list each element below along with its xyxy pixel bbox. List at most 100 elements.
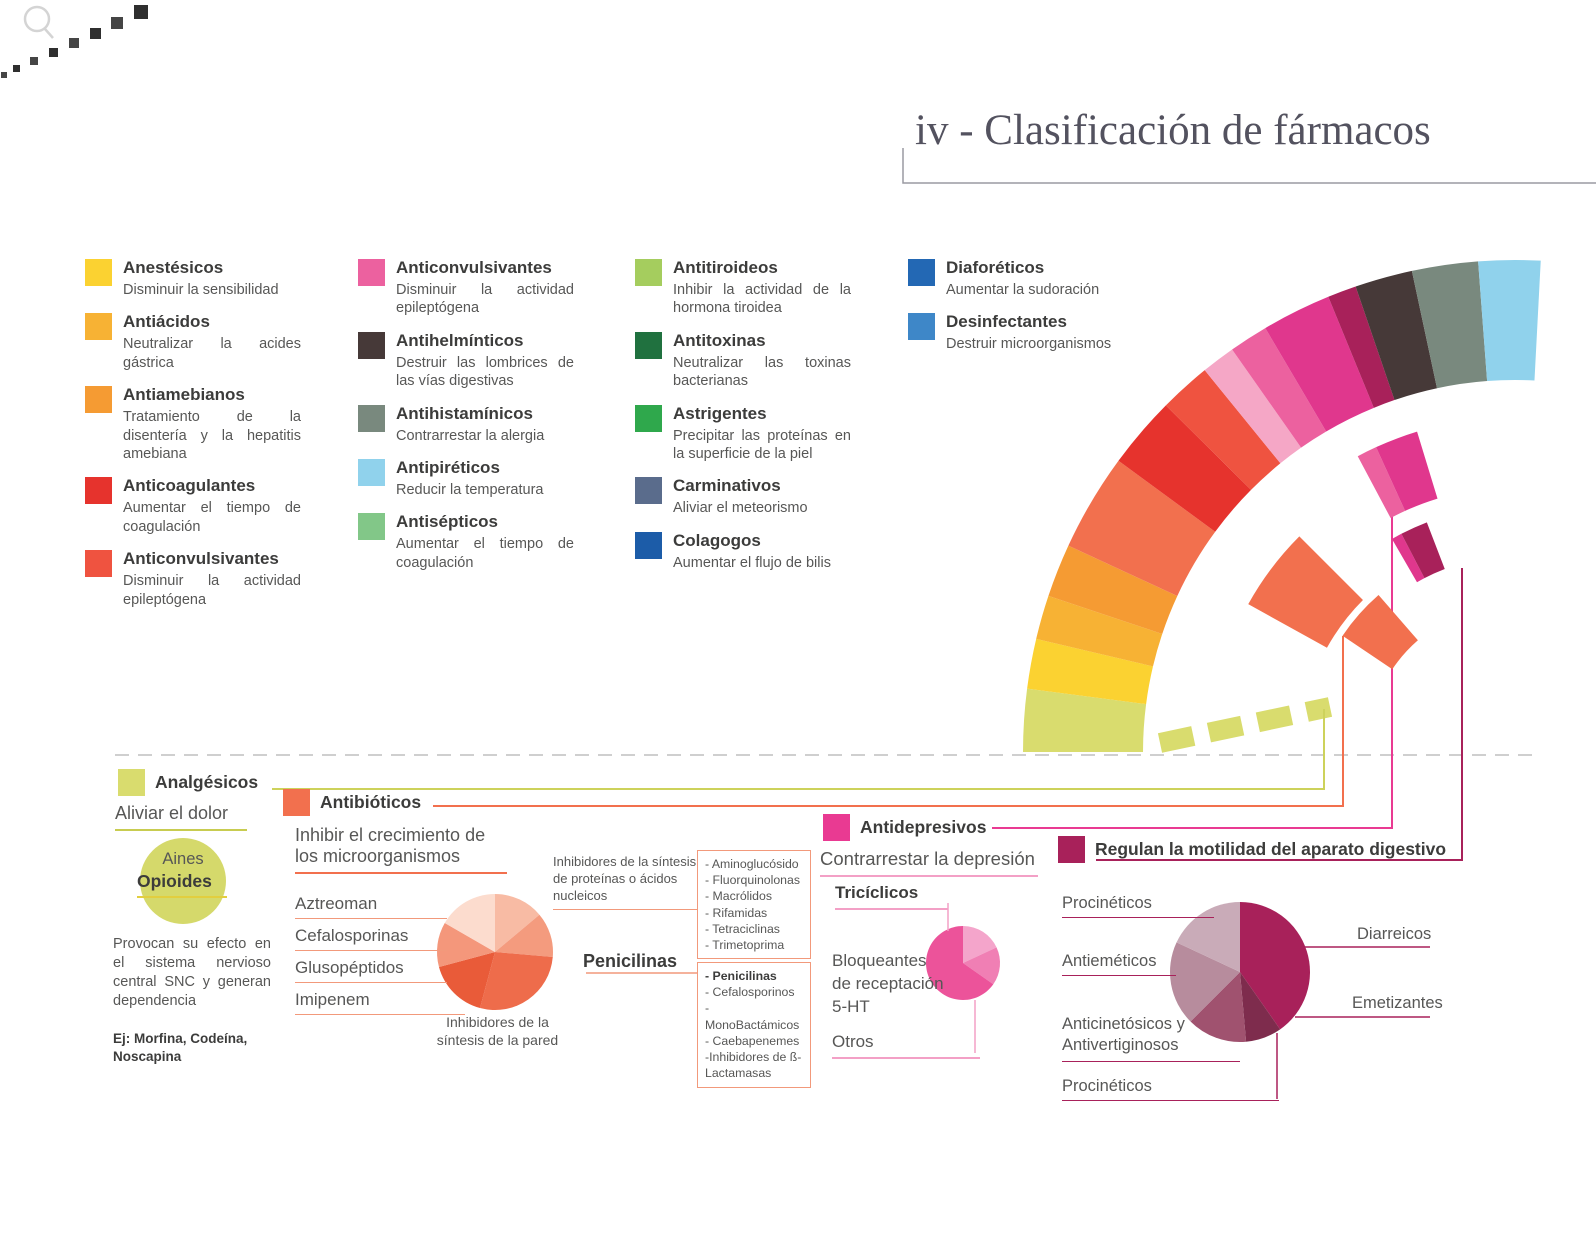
box1-item: - Macrólidos (705, 889, 772, 904)
legend-item-desc: Contrarrestar la alergia (396, 427, 545, 444)
legend-swatch (85, 550, 112, 578)
legend-item-desc: Aumentar el tiempo de coagulación (123, 500, 301, 535)
legend-swatch (358, 259, 385, 286)
legend-item: Antipiréticos Reducir la temperatura (358, 458, 574, 499)
analgesicos-label: Analgésicos (155, 772, 259, 792)
fan-segment-antipireticos (1478, 259, 1541, 382)
legend-item-desc: Disminuir la actividad epileptógena (123, 573, 301, 608)
legend-item-desc: Disminuir la actividad epileptógena (396, 282, 574, 317)
emetizantes-label: Emetizantes (1352, 994, 1443, 1012)
pie-antibioticos-slice-3 (438, 952, 495, 1009)
antibioticos-motto: Inhibir el crecimiento de los microorgan… (295, 825, 507, 874)
fan-segment-antidepresivos-pull-a (1357, 447, 1406, 519)
fan-segment-antibioticos (1068, 460, 1216, 596)
legend-item-desc: Precipitar las proteínas en la superfici… (673, 427, 851, 463)
aines-circle: Aines (140, 838, 226, 924)
legend-swatch (635, 531, 662, 559)
legend-item: Desinfectantes Destruir microorganismos (908, 312, 1136, 353)
magnifier-handle (44, 28, 54, 39)
fan-segment-antibioticos-pull-1 (1248, 536, 1363, 648)
title-rule (902, 148, 1596, 184)
pie-antibioticos-slice-1 (495, 914, 554, 958)
legend-item-desc: Disminuir la sensibilidad (123, 282, 279, 298)
fan-segment-antihelminticos (1355, 270, 1438, 401)
box2-item: - Penicilinas (705, 969, 777, 983)
legend-item-name: Antihelmínticos (396, 330, 524, 350)
drug-item: Imipenem (295, 990, 465, 1015)
antibioticos-box-1: - Aminoglucósido - Fluorquinolonas - Mac… (697, 850, 811, 960)
legend-item-name: Colagogos (673, 530, 761, 550)
legend-swatch (358, 331, 385, 359)
legend-item-name: Antihistamínicos (396, 403, 533, 423)
legend-item: Antitiroideos Inhibir la actividad de la … (635, 258, 851, 318)
regulan-header: Regulan la motilidad del aparato digesti… (1058, 836, 1446, 863)
legend-item: Antihelmínticos Destruir las lombrices de… (358, 331, 574, 391)
legend-item-desc: Inhibir la actividad de la hormona tiroi… (673, 282, 851, 317)
legend-item-name: Antipiréticos (396, 458, 500, 478)
legend-swatch (908, 259, 935, 286)
legend-item-desc: Aumentar el tiempo de coagulación (396, 536, 574, 571)
pie-antidepresivos-slice-0 (963, 926, 997, 963)
legend-swatch (358, 404, 385, 432)
legend-swatch (85, 313, 112, 341)
pie-antidepresivos-slice-2 (926, 926, 994, 1000)
diarreicos-label: Diarreicos (1357, 925, 1432, 943)
fan-segment-antiamebianos (1048, 545, 1178, 634)
legend-item-desc: Tratamiento de la disentería y la hepati… (123, 409, 301, 463)
legend-item: Anticonvulsivantes Disminuir la actividad… (358, 258, 574, 318)
analgesicos-connector-line (272, 709, 1325, 790)
bloqueantes-label: Bloqueantes de receptación 5-HT (832, 951, 944, 1016)
legend-item: Astrigentes Precipitar las proteínas en l… (635, 404, 851, 464)
legend-item: Anticoagulantes Aumentar el tiempo de coa… (85, 476, 301, 536)
legend-item-name: Carminativos (673, 476, 781, 496)
legend-swatch (635, 404, 662, 432)
triciclicos-label: Tricíclicos (835, 883, 948, 910)
analgesicos-dashed-slice (1157, 697, 1333, 753)
legend-item-name: Antitoxinas (673, 330, 766, 350)
fan-segment-antihistaminicos (1411, 261, 1488, 389)
pie-antibioticos-slice-2 (479, 952, 553, 1010)
fan-segment-anticoagulantes (1118, 405, 1252, 532)
legend-column-4: Diaforéticos Aumentar la sudoración Desin… (908, 258, 1136, 367)
box1-intro: Inhibidores de la síntesis de proteínas … (553, 854, 697, 910)
legend-item-name: Desinfectantes (946, 312, 1067, 332)
magnifier-icon (23, 5, 51, 33)
fan-segment-anticonvulsivantes-1 (1165, 370, 1281, 490)
legend-item-desc: Neutralizar la acides gástrica (123, 336, 301, 371)
legend-swatch (635, 331, 662, 359)
antibioticos-label: Antibióticos (320, 792, 422, 812)
fan-segment-antibioticos-pull-2 (1342, 595, 1418, 670)
legend-item: Antitoxinas Neutralizar las toxinas bacte… (635, 331, 851, 391)
opioides-label: Opioides (137, 871, 227, 898)
pie-antibioticos-slice-0 (495, 894, 540, 952)
regulan-swatch (1058, 836, 1085, 863)
pie-regulan-slice-0 (1240, 902, 1311, 1030)
analgesicos-motto: Aliviar el dolor (115, 803, 247, 831)
otros-label: Otros (832, 1032, 980, 1059)
pie-antidepresivos-slice-1 (963, 947, 1001, 985)
fan-segment-antidepresivos-pull-b (1376, 431, 1438, 511)
legend-swatch (358, 459, 385, 487)
antibioticos-connector-line (433, 636, 1344, 807)
box1-item: - Aminoglucósido (705, 857, 799, 871)
dots-decoration (1, 5, 148, 78)
page-title: iv - Clasificación de fármacos (915, 107, 1431, 154)
procineticos-bottom-label: Procinéticos (1062, 1077, 1279, 1101)
antibioticos-drugs: Aztreoman Cefalosporinas Glusopéptidos I… (295, 894, 465, 1022)
regulan-label: Regulan la motilidad del aparato digesti… (1095, 839, 1447, 859)
legend-item-desc: Aumentar el flujo de bilis (673, 554, 831, 571)
fan-segment-pink-light (1204, 349, 1302, 464)
box2-item: -MonoBactámicos (705, 1001, 800, 1032)
legend-item: Anestésicos Disminuir la sensibilidad (85, 258, 301, 299)
box1-item: - Fluorquinolonas (705, 873, 801, 888)
antidepresivos-header: Antidepresivos (823, 814, 986, 841)
legend-item: Antihistamínicos Contrarrestar la alergia (358, 404, 574, 445)
legend-swatch (908, 313, 935, 341)
legend-item-name: Anticoagulantes (123, 476, 256, 496)
box1-item: - Tetraciclinas (705, 921, 780, 936)
fan-segment-anticonvulsivantes-2 (1232, 328, 1327, 448)
pie-regulan-slice-4 (1176, 902, 1240, 972)
legend-item-desc: Destruir las lombrices de las vías diges… (396, 354, 574, 390)
